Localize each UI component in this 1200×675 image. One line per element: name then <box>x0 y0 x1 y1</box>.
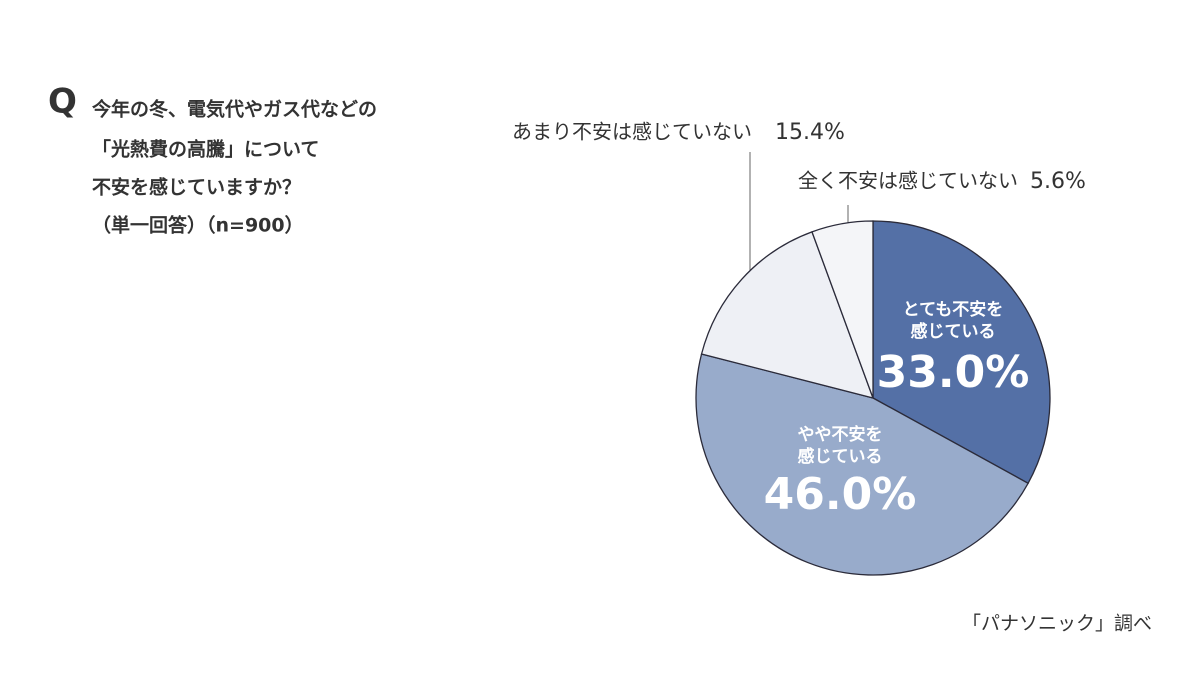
slice-label: 感じている <box>798 446 883 467</box>
slice-label: あまり不安は感じていない <box>512 120 752 144</box>
value-label: 5.6% <box>1030 169 1086 194</box>
value-label: 46.0% <box>764 469 917 520</box>
slice-label: 感じている <box>911 321 996 342</box>
pie-slice <box>700 231 875 399</box>
pie-slice <box>695 353 1029 576</box>
title-line: 「光熱費の高騰」について <box>92 138 319 161</box>
slice-label: 全く不安は感じていない <box>798 169 1018 193</box>
pie-slice <box>872 220 1051 485</box>
source: 「パナソニック」調べ <box>962 613 1152 635</box>
title-line: 不安を感じていますか？ <box>92 176 301 199</box>
slice-label: やや不安を <box>798 424 883 445</box>
value-label: 33.0% <box>877 347 1030 398</box>
question-marker: Q <box>48 82 77 122</box>
slice-label: とても不安を <box>903 299 1004 320</box>
title-line: 今年の冬、電気代やガス代などの <box>91 98 377 121</box>
title-line: （単一回答）（n=900） <box>92 214 304 237</box>
pie-slice <box>811 220 874 399</box>
value-label: 15.4% <box>775 120 845 145</box>
